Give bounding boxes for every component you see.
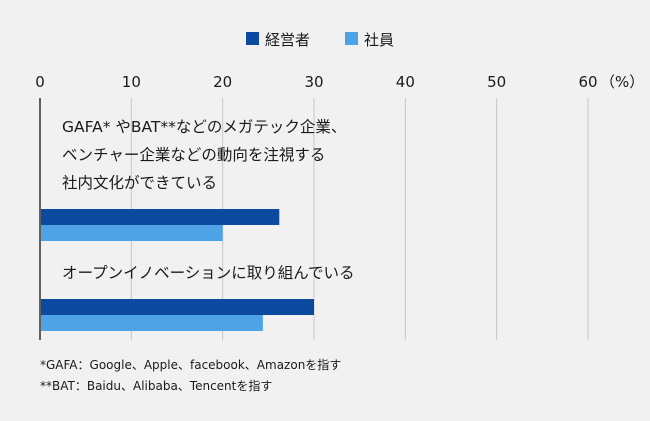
category-label: GAFA* やBAT**などのメガテック企業、 xyxy=(62,118,346,136)
x-axis-tick-labels: 0 10 20 30 40 50 60 xyxy=(35,73,597,91)
category-label: 社内文化ができている xyxy=(62,174,217,192)
gridlines xyxy=(39,98,589,340)
x-tick-label: 50 xyxy=(487,73,506,91)
footnote-gafa: *GAFA：Google、Apple、facebook、Amazonを指す xyxy=(40,358,342,372)
category-label: オープンイノベーションに取り組んでいる xyxy=(62,264,355,282)
legend-swatch xyxy=(345,32,358,45)
legend-label: 社員 xyxy=(364,31,394,49)
footnotes: *GAFA：Google、Apple、facebook、Amazonを指す **… xyxy=(40,355,341,397)
bar-keieisha-1 xyxy=(41,299,314,315)
x-tick-label: 10 xyxy=(122,73,141,91)
x-tick-label: 30 xyxy=(304,73,323,91)
x-tick-label: 60 xyxy=(578,73,597,91)
legend: 経営者 社員 xyxy=(246,31,394,49)
legend-swatch xyxy=(246,32,259,45)
bar-shain-1 xyxy=(41,315,263,331)
footnote-bat: **BAT：Baidu、Alibaba、Tencentを指す xyxy=(40,379,273,393)
x-tick-label: 40 xyxy=(396,73,415,91)
x-tick-label: 0 xyxy=(35,73,45,91)
bar-keieisha-0 xyxy=(41,209,280,225)
legend-label: 経営者 xyxy=(265,31,310,49)
category-labels: GAFA* やBAT**などのメガテック企業、ベンチャー企業などの動向を注視する… xyxy=(62,118,355,282)
x-tick-label: 20 xyxy=(213,73,232,91)
bar-shain-0 xyxy=(41,225,223,241)
category-label: ベンチャー企業などの動向を注視する xyxy=(62,146,325,164)
bars xyxy=(41,209,314,331)
x-axis-unit-label: （%） xyxy=(600,73,644,91)
